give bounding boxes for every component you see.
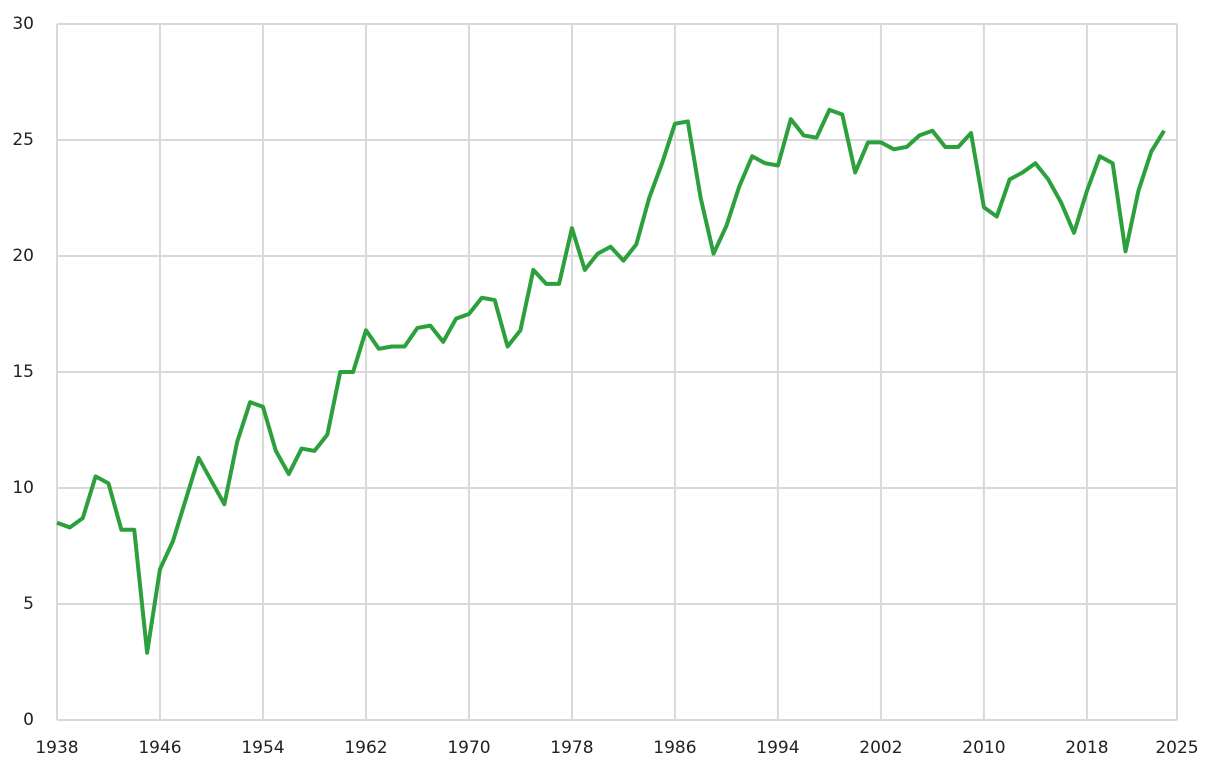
x-tick-label: 1962 [344, 738, 387, 758]
line [56, 107, 1166, 655]
y-tick-label: 15 [12, 362, 34, 382]
x-tick-label: 1938 [35, 738, 78, 758]
y-tick-label: 10 [12, 478, 34, 498]
x-tick-label: 1994 [756, 738, 799, 758]
x-tick-label: 2025 [1155, 738, 1198, 758]
y-tick-label: 0 [23, 710, 34, 730]
x-tick-label: 2002 [859, 738, 902, 758]
x-tick-label: 1954 [241, 738, 284, 758]
y-tick-label: 25 [12, 130, 34, 150]
x-tick-label: 1970 [447, 738, 490, 758]
x-tick-label: 1978 [550, 738, 593, 758]
y-tick-label: 30 [12, 14, 34, 34]
x-tick-label: 1986 [653, 738, 696, 758]
y-tick-label: 20 [12, 246, 34, 266]
y-tick-label: 5 [23, 594, 34, 614]
x-tick-label: 2018 [1065, 738, 1108, 758]
x-tick-label: 2010 [962, 738, 1005, 758]
x-tick-label: 1946 [138, 738, 181, 758]
